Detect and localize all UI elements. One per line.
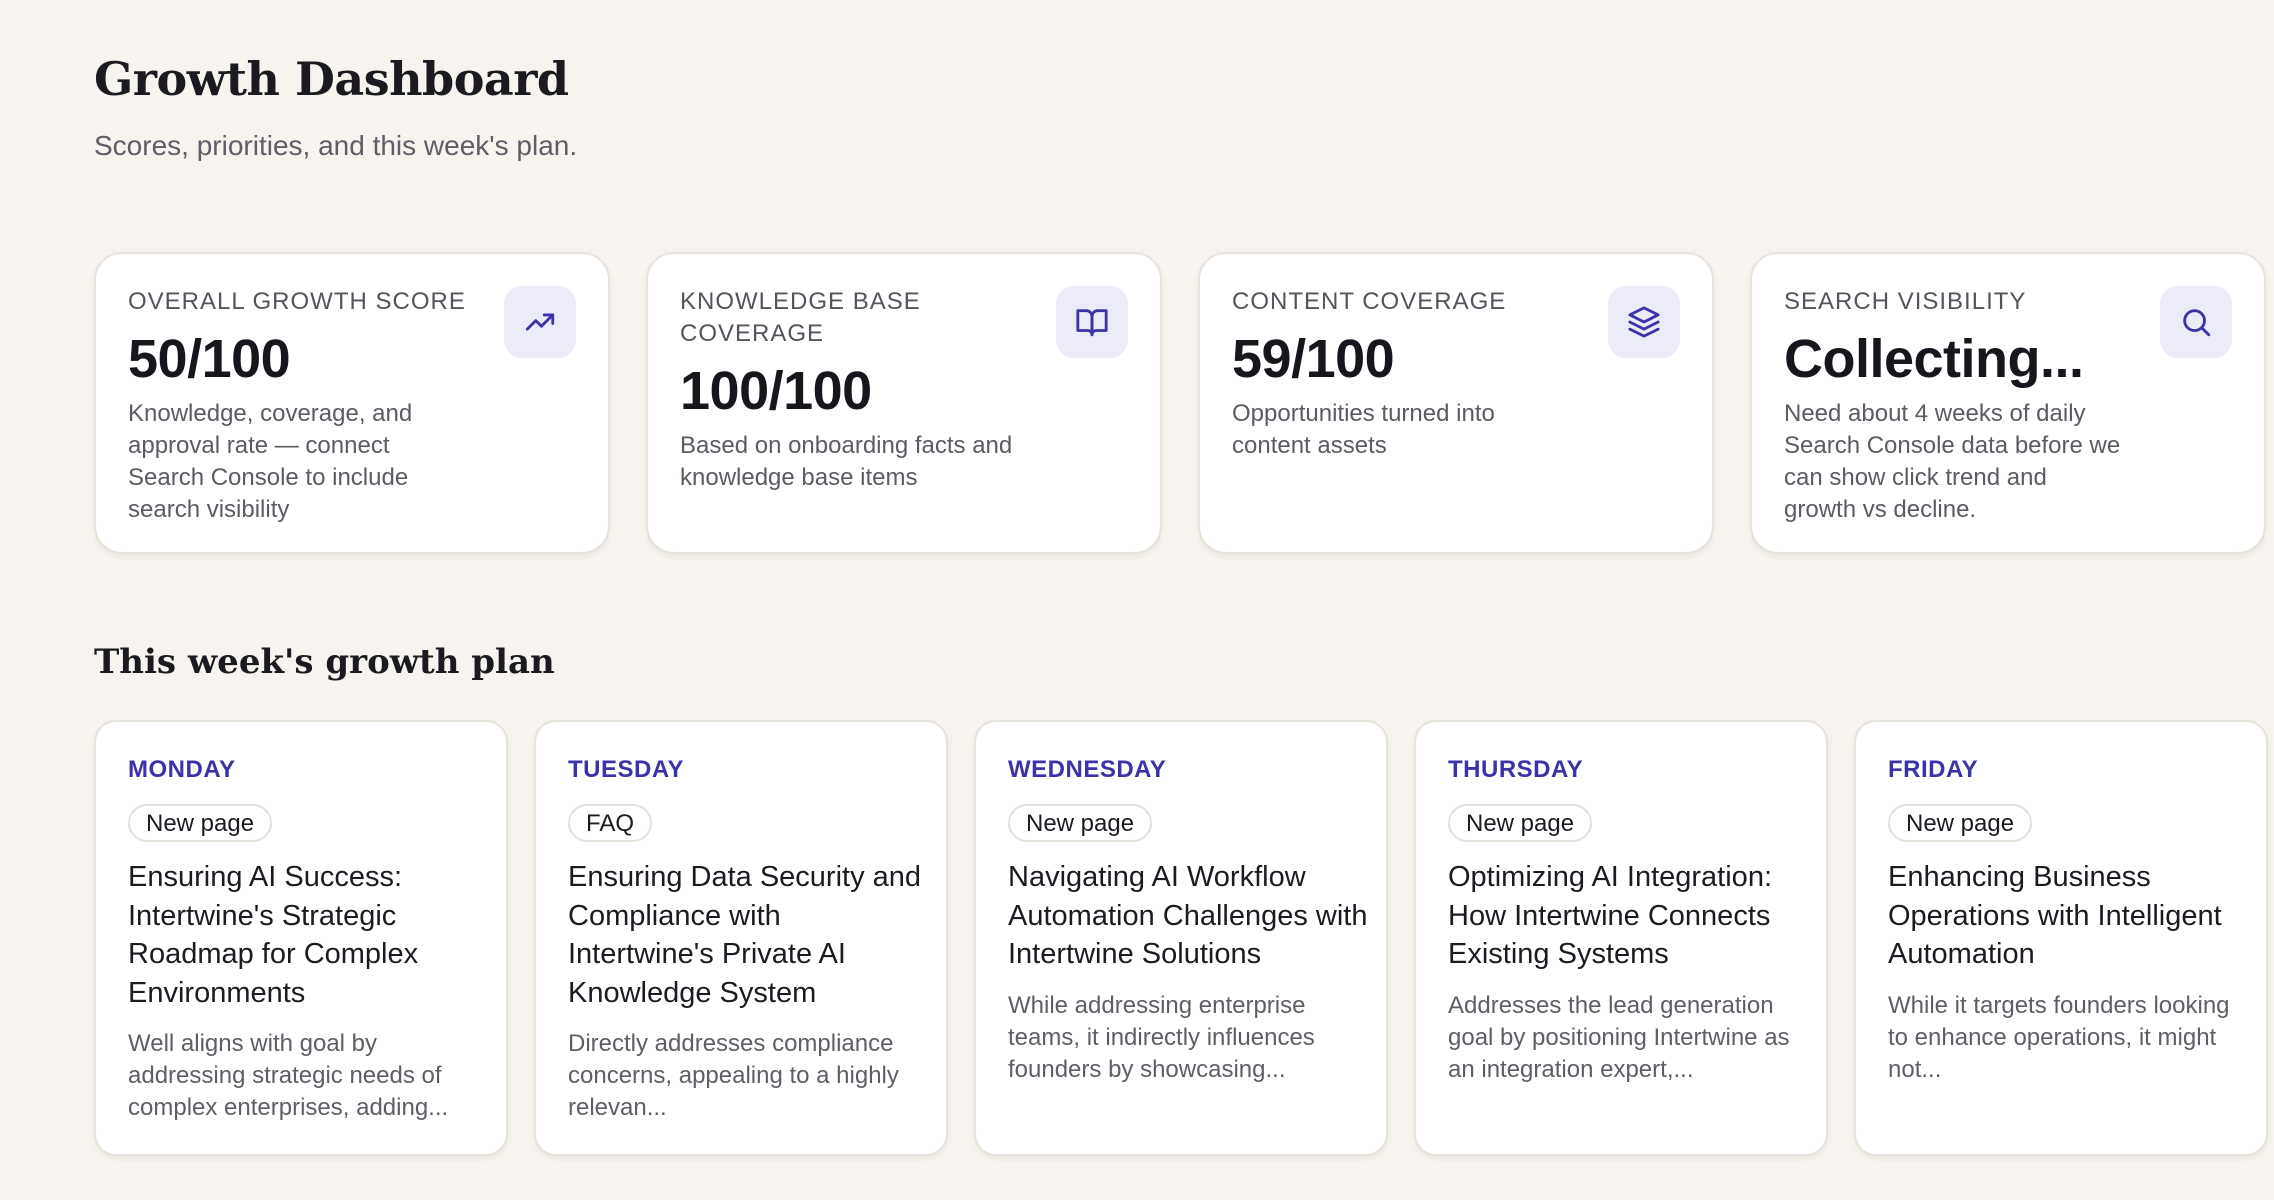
- section-title-growth-plan: This week's growth plan: [94, 642, 555, 682]
- metric-label: CONTENT COVERAGE: [1232, 288, 1507, 315]
- plan-day-label: WEDNESDAY: [1008, 756, 1167, 783]
- plan-type-badge: FAQ: [568, 804, 653, 842]
- plan-item-title: Navigating AI Workflow Automation Challe…: [1008, 861, 1368, 970]
- plan-item-summary: While it targets founders looking to enh…: [1888, 992, 2230, 1083]
- plan-type-badge: New page: [1888, 804, 2033, 842]
- plan-day-label: MONDAY: [128, 756, 236, 783]
- metric-description: Need about 4 weeks of daily Search Conso…: [1784, 400, 2121, 523]
- layers-icon: [1608, 286, 1680, 358]
- plan-item-title: Ensuring AI Success: Intertwine's Strate…: [128, 861, 419, 1009]
- plan-card-wednesday[interactable]: WEDNESDAY New page Navigating AI Workflo…: [974, 720, 1388, 1156]
- metric-value: 100/100: [680, 361, 872, 421]
- plan-item-title: Ensuring Data Security and Compliance wi…: [568, 861, 922, 1009]
- metric-value: 50/100: [128, 329, 291, 389]
- plan-card-tuesday[interactable]: TUESDAY FAQ Ensuring Data Security and C…: [534, 720, 948, 1156]
- metric-label: OVERALL GROWTH SCORE: [128, 288, 466, 315]
- page-subtitle: Scores, priorities, and this week's plan…: [94, 130, 578, 161]
- plan-type-badge: New page: [1448, 804, 1593, 842]
- trending-up-icon: [504, 286, 576, 358]
- metric-value: Collecting...: [1784, 329, 2084, 389]
- metric-label: KNOWLEDGE BASE COVERAGE: [680, 288, 921, 347]
- weekly-plan-row: MONDAY New page Ensuring AI Success: Int…: [94, 720, 2274, 1160]
- metric-card-overall-growth[interactable]: OVERALL GROWTH SCORE 50/100 Knowledge, c…: [94, 252, 610, 554]
- metric-card-content-coverage[interactable]: CONTENT COVERAGE 59/100 Opportunities tu…: [1198, 252, 1714, 554]
- metric-card-search-visibility[interactable]: SEARCH VISIBILITY Collecting... Need abo…: [1750, 252, 2266, 554]
- plan-card-monday[interactable]: MONDAY New page Ensuring AI Success: Int…: [94, 720, 508, 1156]
- metric-description: Opportunities turned into content assets: [1232, 400, 1495, 459]
- plan-item-summary: While addressing enterprise teams, it in…: [1008, 992, 1315, 1083]
- plan-type-badge: New page: [128, 804, 273, 842]
- metrics-row: OVERALL GROWTH SCORE 50/100 Knowledge, c…: [94, 252, 2274, 558]
- plan-card-thursday[interactable]: THURSDAY New page Optimizing AI Integrat…: [1414, 720, 1828, 1156]
- search-icon: [2160, 286, 2232, 358]
- plan-item-title: Enhancing Business Operations with Intel…: [1888, 861, 2222, 970]
- metric-description: Based on onboarding facts and knowledge …: [680, 432, 1013, 491]
- plan-item-summary: Directly addresses compliance concerns, …: [568, 1030, 899, 1121]
- plan-card-friday[interactable]: FRIDAY New page Enhancing Business Opera…: [1854, 720, 2268, 1156]
- plan-day-label: TUESDAY: [568, 756, 684, 783]
- metric-value: 59/100: [1232, 329, 1395, 389]
- plan-day-label: FRIDAY: [1888, 756, 1979, 783]
- metric-card-knowledge-base[interactable]: KNOWLEDGE BASE COVERAGE 100/100 Based on…: [646, 252, 1162, 554]
- metric-label: SEARCH VISIBILITY: [1784, 288, 2027, 315]
- plan-item-summary: Well aligns with goal by addressing stra…: [128, 1030, 449, 1121]
- page-title: Growth Dashboard: [94, 52, 569, 106]
- plan-day-label: THURSDAY: [1448, 756, 1584, 783]
- plan-type-badge: New page: [1008, 804, 1153, 842]
- plan-item-title: Optimizing AI Integration: How Intertwin…: [1448, 861, 1772, 970]
- book-icon: [1056, 286, 1128, 358]
- metric-description: Knowledge, coverage, and approval rate —…: [128, 400, 413, 523]
- plan-item-summary: Addresses the lead generation goal by po…: [1448, 992, 1790, 1083]
